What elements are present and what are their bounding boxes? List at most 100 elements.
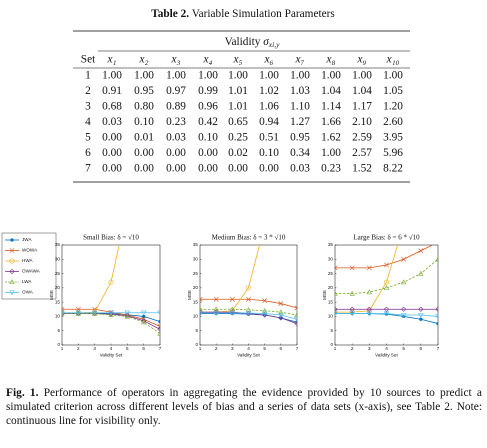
x-tick-label: 2: [351, 346, 354, 351]
column-header: x₃: [171, 54, 181, 66]
series-group: [200, 157, 297, 327]
marker: [9, 248, 15, 253]
table-cell: 0.00: [198, 163, 218, 175]
marker: [418, 306, 424, 312]
table-cell: 0.00: [198, 147, 218, 159]
table-cell: 0.10: [134, 116, 154, 128]
table-cell: 0.00: [102, 163, 122, 175]
y-tick-label: 5: [57, 328, 60, 333]
x-tick-label: 2: [215, 346, 218, 351]
marker: [140, 319, 147, 325]
table-cell: 0.91: [102, 85, 122, 97]
table-cell: 1.52: [352, 163, 372, 175]
marker: [366, 265, 372, 271]
y-tick-label: 15: [193, 299, 199, 304]
marker: [436, 240, 440, 244]
marker: [278, 312, 284, 318]
table-cell: 0.99: [198, 85, 218, 97]
table-cell: 1.17: [352, 101, 372, 113]
table-cell: 0.97: [166, 85, 186, 97]
table-cell: 1.00: [321, 147, 341, 159]
x-tick-label: 3: [93, 346, 96, 351]
table-cell: 8.22: [383, 163, 403, 175]
legend-label: HWA: [22, 258, 33, 263]
marker: [401, 223, 405, 227]
table-group-header: Validity σxi,y: [225, 36, 280, 49]
table-cell: 0.95: [290, 132, 310, 144]
marker: [366, 289, 373, 295]
table-cell: 1.20: [383, 101, 403, 113]
x-tick-label: 1: [199, 346, 202, 351]
marker: [278, 301, 284, 306]
column-header: x₁: [107, 54, 117, 66]
table-cell: 0.34: [290, 147, 310, 159]
y-tick-label: 30: [55, 257, 61, 262]
table-cell: 1.00: [290, 70, 310, 82]
marker: [141, 318, 147, 324]
group-header-subscript: xi,y: [268, 40, 280, 49]
table-cell: 5: [85, 132, 91, 144]
table-cell: 0.00: [102, 147, 122, 159]
column-header: x₅: [233, 54, 243, 66]
table-cell: 0.00: [228, 163, 248, 175]
column-header: x₂: [139, 54, 149, 66]
y-tick-label: 10: [193, 314, 199, 319]
marker: [261, 311, 268, 317]
series-line: [335, 313, 438, 317]
marker: [200, 310, 203, 316]
marker: [418, 270, 424, 276]
table-cell: 1.04: [321, 85, 341, 97]
marker: [366, 306, 372, 312]
series-group: [335, 223, 440, 326]
table-cell: 0.00: [166, 147, 186, 159]
marker: [9, 258, 15, 264]
y-tick-label: 5: [330, 328, 333, 333]
y-tick-label: 0: [330, 342, 333, 347]
plot-area: [61, 244, 161, 346]
y-tick-label: 25: [328, 271, 334, 276]
group-header-symbol: σ: [263, 36, 269, 48]
x-axis-label: Validity Set: [100, 353, 123, 358]
table-cell: 0.00: [166, 163, 186, 175]
chart-title: Medium Bias: δ = 3 * √10: [212, 234, 286, 242]
column-header: x₉: [357, 54, 367, 66]
x-tick-label: 4: [385, 346, 388, 351]
legend-label: WOWA: [22, 248, 38, 253]
table-cell: 1.01: [228, 85, 248, 97]
table-cell: 0.23: [321, 163, 341, 175]
table-cell: 0.89: [166, 101, 186, 113]
table-cell: 1.10: [290, 101, 310, 113]
legend-label: OWAWA: [22, 269, 41, 274]
series-line: [200, 308, 297, 316]
table-cell: 1.00: [321, 70, 341, 82]
table-cell: 0.51: [259, 132, 279, 144]
marker: [335, 306, 338, 312]
x-tick-label: 7: [296, 346, 299, 351]
marker: [108, 279, 114, 285]
legend-label: OWA: [22, 290, 34, 295]
table-cell: 0.03: [102, 116, 122, 128]
marker: [349, 290, 355, 296]
table-cell: 1: [85, 70, 91, 82]
x-tick-label: 5: [263, 346, 266, 351]
marker: [229, 310, 236, 316]
marker: [279, 157, 283, 161]
table-cell: 1.00: [383, 70, 403, 82]
x-tick-label: 2: [77, 346, 80, 351]
marker: [261, 307, 268, 313]
y-axis-label: MSE: [187, 290, 192, 300]
x-tick-label: 6: [142, 346, 145, 351]
marker: [9, 290, 15, 296]
table-cell: 3: [85, 101, 91, 113]
marker: [158, 319, 160, 324]
chart-title: Large Bias: δ = 6 * √10: [353, 234, 420, 242]
table-cell: 1.27: [290, 116, 310, 128]
table-cell: 0.03: [290, 163, 310, 175]
marker: [157, 326, 160, 332]
marker: [294, 312, 297, 318]
marker: [108, 311, 114, 317]
table-cell: 0.02: [228, 147, 248, 159]
marker: [75, 310, 82, 316]
marker: [401, 256, 407, 262]
table-cell: 7: [85, 163, 91, 175]
